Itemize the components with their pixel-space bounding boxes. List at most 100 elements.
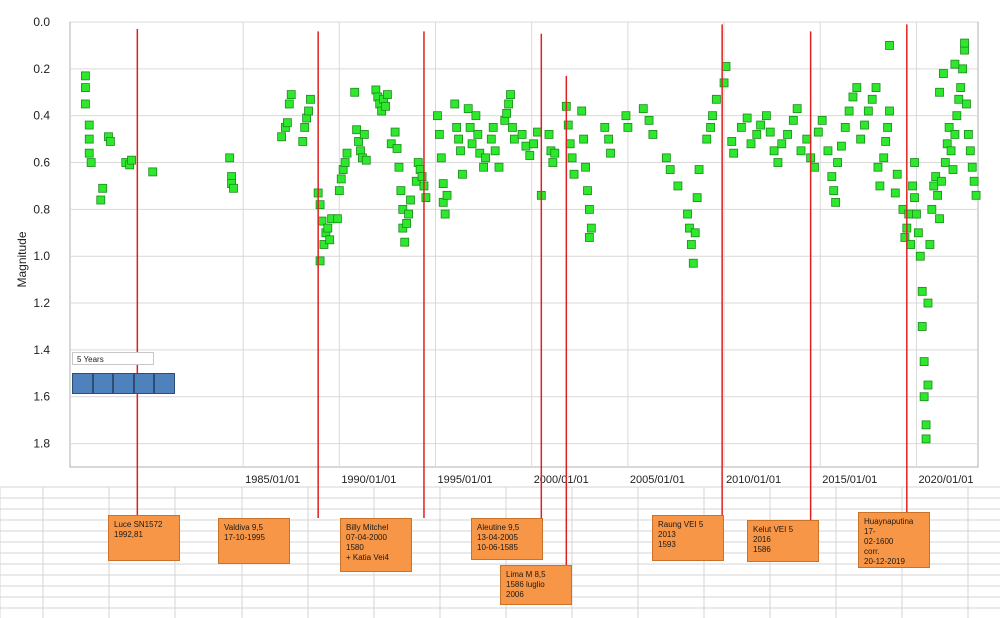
data-point [486,134,496,144]
data-point [225,153,235,163]
y-tick-label: 1.2 [33,296,50,310]
data-point [952,111,962,121]
data-point [298,137,308,146]
data-point [919,392,929,402]
annotation-valdiva: Valdiva 9,5 17-10-1995 [218,518,290,564]
data-point [621,111,631,121]
data-point [450,99,460,109]
data-point [490,146,500,156]
data-point [506,90,515,100]
data-point [711,94,721,104]
data-point [921,434,931,444]
data-point [746,139,756,149]
data-point [929,181,939,191]
y-tick-label: 1.0 [33,249,50,263]
plot-area [69,21,979,468]
data-point [569,169,579,179]
timeline-segment[interactable] [154,373,175,394]
annotation-aleutine: Aleutine 9,5 13-04-2005 10-06-1585 [471,518,543,560]
data-point [606,148,615,158]
data-point [84,120,94,130]
data-point [548,158,558,167]
data-point [829,186,839,196]
data-point [434,130,444,139]
data-point [875,181,885,191]
data-point [910,158,919,167]
data-point [937,176,946,186]
data-point [892,169,902,179]
data-point [315,256,325,266]
data-point [856,134,866,144]
data-point [837,141,846,151]
timeline-segment[interactable] [72,373,93,394]
timeline-segment[interactable] [92,373,114,394]
data-point [917,286,927,296]
data-point [565,139,575,149]
data-point [967,162,977,172]
data-point [550,148,560,158]
data-point [885,106,894,116]
data-point [673,181,683,191]
data-point [475,148,485,158]
timeline-segment[interactable] [113,373,134,394]
data-point [956,83,966,92]
data-point [644,115,654,125]
data-point [304,106,313,116]
data-point [406,195,415,205]
data-point [810,162,819,172]
timeline-range-label[interactable]: 5 Years [72,352,154,365]
data-point [479,162,489,172]
data-point [765,127,775,137]
data-point [398,204,408,214]
data-point [665,165,675,174]
y-axis-label: Magnitude [15,231,29,287]
data-point [906,240,916,249]
data-point [919,357,929,367]
data-point [583,186,592,196]
data-point [969,176,979,186]
data-point [817,115,827,125]
data-point [890,188,900,198]
data-point [402,219,412,228]
data-point [454,134,463,144]
data-point [686,240,696,249]
data-point [960,38,969,48]
data-point [752,130,762,139]
data-point [844,106,854,116]
data-point [563,120,573,130]
data-point [525,151,535,160]
annotation-luce: Luce SN1572 1992,81 [108,515,180,561]
data-point [404,209,413,219]
data-point [332,214,342,224]
timeline-slider[interactable] [72,373,175,394]
data-point [965,146,975,156]
data-point [940,158,950,167]
data-point [958,64,968,74]
data-point [325,235,335,245]
x-tick-label: 1985/01/01 [245,474,300,486]
data-point [581,162,590,172]
data-point [352,125,362,135]
data-point [300,122,310,132]
data-point [286,90,296,100]
timeline-segment[interactable] [133,373,155,394]
data-point [517,130,527,139]
data-point [910,193,919,203]
y-tick-label: 1.8 [33,437,50,451]
data-point [604,134,614,144]
annotation-billy-mitchel: Billy Mitchel 07-04-2000 1580 + Katia Ve… [340,518,412,572]
annotation-raung: Raung VEI 5 2013 1593 [652,515,724,561]
data-point [721,62,731,71]
data-point [148,167,158,177]
data-point [954,94,964,104]
x-tick-label: 1995/01/01 [438,474,493,486]
data-point [579,134,589,144]
data-point [400,237,410,247]
annotation-kelut: Kelut VEI 5 2016 1586 [747,520,819,562]
data-point [586,223,596,233]
data-point [319,240,329,249]
data-point [458,169,467,179]
data-point [685,223,694,233]
data-point [827,172,837,181]
data-point [465,122,475,132]
